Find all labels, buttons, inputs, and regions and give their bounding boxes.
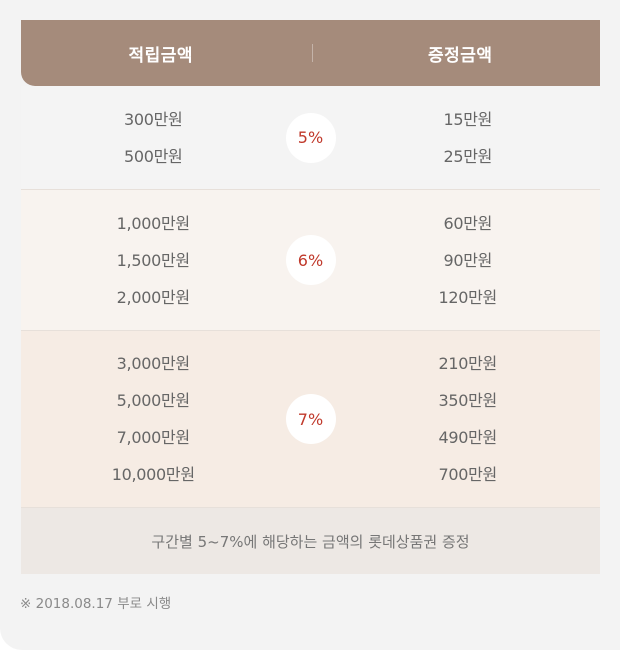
gift-amount: 700만원 [438,465,498,484]
table-header: 적립금액 증정금액 [21,20,600,86]
header-divider [312,44,313,62]
deposit-amount: 3,000만원 [116,354,190,373]
tier-row-7pct: 3,000만원 5,000만원 7,000만원 10,000만원 7% 210만… [21,331,600,508]
tier-row-6pct: 1,000만원 1,500만원 2,000만원 6% 60만원 90만원 120… [21,190,600,331]
deposit-amount: 1,500만원 [116,250,190,270]
deposit-amounts: 3,000만원 5,000만원 7,000만원 10,000만원 [21,345,286,493]
rate-badge: 5% [285,112,336,163]
deposit-amount: 7,000만원 [116,428,190,447]
gift-amount: 25만원 [443,146,493,166]
rate-badge: 7% [285,394,336,444]
header-gift-amount: 증정금액 [427,45,493,66]
gift-amounts: 60만원 90만원 120만원 [336,205,601,316]
deposit-amount: 2,000만원 [116,287,190,307]
rate-badge: 6% [285,235,336,285]
gift-amount: 350만원 [438,391,498,410]
tier-row-5pct: 300만원 500만원 5% 15만원 25만원 [21,86,600,190]
bonus-table: 적립금액 증정금액 300만원 500만원 5% 15만원 25만원 1,000… [21,20,600,574]
gift-amount: 120만원 [438,287,498,307]
gift-amount: 490만원 [438,428,498,447]
deposit-amounts: 1,000만원 1,500만원 2,000만원 [21,205,286,316]
gift-amounts: 15만원 25만원 [336,101,601,175]
gift-amount: 90만원 [443,250,493,270]
effective-date-note: ※ 2018.08.17 부로 시행 [20,596,172,612]
gift-amount: 60만원 [443,213,493,233]
deposit-amounts: 300만원 500만원 [21,101,286,175]
deposit-amount: 300만원 [124,109,183,129]
deposit-amount: 500만원 [124,146,183,166]
gift-notice: 구간별 5~7%에 해당하는 금액의 롯데상품권 증정 [21,508,600,574]
header-deposit-amount: 적립금액 [128,45,194,66]
deposit-amount: 1,000만원 [116,213,190,233]
gift-amount: 210만원 [438,354,498,373]
deposit-amount: 5,000만원 [116,391,190,410]
gift-amount: 15만원 [443,109,493,129]
deposit-amount: 10,000만원 [111,465,195,484]
gift-amounts: 210만원 350만원 490만원 700만원 [336,345,601,493]
